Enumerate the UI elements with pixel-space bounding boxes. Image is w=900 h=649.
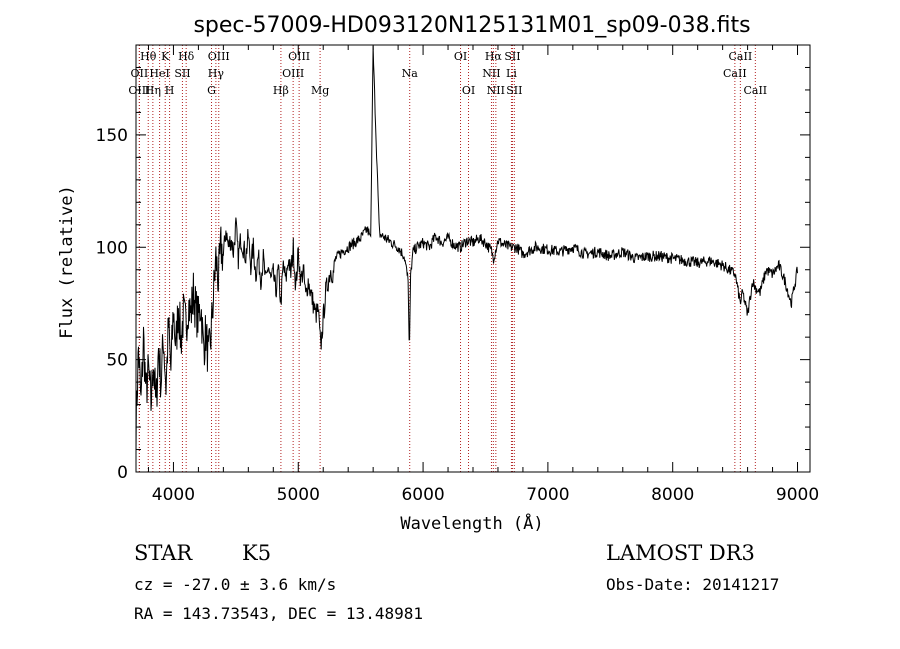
emission-line-label: OIII <box>282 67 304 80</box>
emission-line-label: Hη <box>145 84 161 97</box>
emission-line-label: SII <box>506 84 522 97</box>
obs-date-text: Obs-Date: 20141217 <box>606 575 779 594</box>
x-tick-label: 9000 <box>776 485 819 505</box>
emission-line-label: NII <box>487 84 505 97</box>
emission-line-label: Mg <box>311 84 329 97</box>
emission-line-label: NII <box>482 67 500 80</box>
x-axis-label: Wavelength (Å) <box>400 512 543 534</box>
y-tick-label: 150 <box>96 126 128 146</box>
survey-name: LAMOST DR3 <box>606 541 755 565</box>
emission-line-label: K <box>161 50 170 63</box>
emission-line-label: H <box>165 84 175 97</box>
emission-line-label: CaII <box>743 84 767 97</box>
emission-line-label: G <box>207 84 216 97</box>
x-tick-label: 5000 <box>277 485 320 505</box>
y-axis-ticks: 0 50 100 150 <box>96 66 810 483</box>
coordinates-text: RA = 143.73543, DEC = 13.48981 <box>134 604 423 623</box>
spectrum-line <box>135 45 798 452</box>
emission-line-label: CaII <box>729 50 753 63</box>
emission-line-label: OII <box>131 67 149 80</box>
emission-line-label: Hδ <box>178 50 195 63</box>
emission-line-label: SII <box>174 67 190 80</box>
emission-line-label: OIII <box>288 50 310 63</box>
emission-line-label: OI <box>462 84 475 97</box>
emission-line-label: Na <box>402 67 419 80</box>
emission-line-label: Hα <box>485 50 503 63</box>
emission-line-markers <box>138 45 756 472</box>
emission-line-label: CaII <box>723 67 747 80</box>
emission-line-label: SII <box>504 50 520 63</box>
x-tick-label: 8000 <box>651 485 694 505</box>
redshift-text: cz = -27.0 ± 3.6 km/s <box>134 575 336 594</box>
object-subclass: K5 <box>242 541 271 565</box>
y-tick-label: 100 <box>96 238 128 258</box>
y-tick-label: 50 <box>106 351 128 371</box>
y-tick-label: 0 <box>117 463 128 483</box>
y-axis-label: Flux (relative) <box>57 185 77 339</box>
emission-line-label: Hβ <box>273 84 289 97</box>
emission-line-labels: Hθ OII OIII HeI Hη K H SII Hδ OIII Hγ G OIII OIII Hβ Mg… <box>128 50 767 97</box>
emission-line-label: Hγ <box>208 67 225 80</box>
emission-line-label: Li <box>506 67 517 80</box>
x-tick-label: 4000 <box>152 485 195 505</box>
emission-line-label: OIII <box>128 84 150 97</box>
emission-line-label: Hθ <box>140 50 157 63</box>
x-tick-label: 6000 <box>401 485 444 505</box>
chart-title: spec-57009-HD093120N125131M01_sp09-038.f… <box>193 13 750 38</box>
x-axis-ticks: 4000 5000 6000 7000 8000 9000 <box>147 45 819 505</box>
x-tick-label: 7000 <box>526 485 569 505</box>
emission-line-label: OIII <box>208 50 230 63</box>
emission-line-label: HeI <box>149 67 169 80</box>
object-class: STAR <box>134 541 193 565</box>
emission-line-label: OI <box>454 50 467 63</box>
